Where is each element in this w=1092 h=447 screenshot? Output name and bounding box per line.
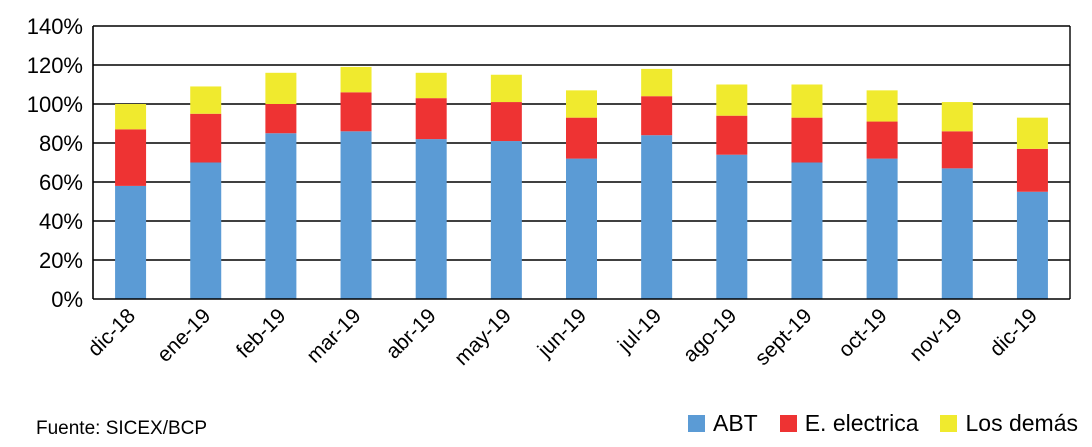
axes <box>92 26 1071 300</box>
bar-segment-los-dem-s <box>716 84 748 116</box>
legend-item-e-electrica: E. electrica <box>779 410 919 437</box>
bar-segment-los-dem-s <box>490 74 522 103</box>
bar-segment-abt <box>415 139 447 299</box>
y-tick-label: 60% <box>39 170 83 195</box>
y-axis-tick-labels: 0% 20% 40% 60% 80% 100% 120% 140% <box>27 14 83 312</box>
bar-segment-e-electrica <box>115 129 147 186</box>
bar-segment-los-dem-s <box>641 68 673 97</box>
bar-segment-abt <box>340 131 372 299</box>
bar-segment-abt <box>866 158 898 299</box>
x-tick-label: dic-19 <box>985 304 1042 361</box>
bar-segment-los-dem-s <box>1016 117 1048 149</box>
x-tick-label: sept-19 <box>751 304 817 370</box>
bar-segment-los-dem-s <box>340 66 372 93</box>
bar-segment-los-dem-s <box>415 72 447 99</box>
legend-item-abt: ABT <box>687 410 758 437</box>
bar-segment-e-electrica <box>791 117 823 163</box>
x-tick-label: jun-19 <box>533 304 591 362</box>
bar-segment-abt <box>190 162 222 299</box>
bar-segment-los-dem-s <box>190 86 222 114</box>
bar-segment-los-dem-s <box>265 72 297 104</box>
bar-segment-abt <box>490 141 522 299</box>
bar-segment-los-dem-s <box>941 102 973 132</box>
source-note: Fuente: SICEX/BCP <box>36 418 208 439</box>
bar-segment-abt <box>716 154 748 299</box>
bar-segment-abt <box>941 168 973 299</box>
legend-label-e-electrica: E. electrica <box>804 410 919 436</box>
x-tick-label: ago-19 <box>679 304 742 367</box>
x-tick-label: mar-19 <box>302 304 365 367</box>
legend-label-abt: ABT <box>712 410 758 436</box>
bar-segment-e-electrica <box>716 115 748 155</box>
bar-segment-los-dem-s <box>866 90 898 122</box>
x-tick-label: jul-19 <box>613 304 666 357</box>
x-tick-label: feb-19 <box>232 304 290 362</box>
bar-segment-e-electrica <box>1016 148 1048 192</box>
y-tick-label: 140% <box>27 14 83 39</box>
bar-segment-los-dem-s <box>115 104 147 130</box>
bars <box>115 66 1048 299</box>
y-tick-label: 40% <box>39 209 83 234</box>
bar-segment-e-electrica <box>340 92 372 132</box>
bar-segment-abt <box>1016 191 1048 299</box>
y-tick-label: 0% <box>51 287 83 312</box>
bar-segment-abt <box>566 158 597 299</box>
bar-segment-abt <box>791 162 823 299</box>
bar-segment-e-electrica <box>566 117 597 159</box>
y-tick-label: 120% <box>27 53 83 78</box>
x-tick-label: ene-19 <box>153 304 216 367</box>
bar-segment-los-dem-s <box>791 84 823 118</box>
bar-segment-abt <box>115 185 147 299</box>
bar-segment-e-electrica <box>265 104 297 134</box>
bar-segment-los-dem-s <box>566 90 597 118</box>
x-tick-label: nov-19 <box>905 304 967 366</box>
x-tick-label: oct-19 <box>834 304 892 362</box>
x-tick-label: may-19 <box>450 304 516 370</box>
x-tick-label: abr-19 <box>382 304 441 363</box>
x-tick-label: dic-18 <box>83 304 140 361</box>
legend-swatch-abt <box>687 415 705 432</box>
bar-segment-e-electrica <box>866 121 898 159</box>
bar-segment-e-electrica <box>415 98 447 140</box>
legend-swatch-e-electrica <box>779 415 797 432</box>
legend-item-los-demas: Los demás <box>940 410 1078 437</box>
y-tick-label: 100% <box>27 92 83 117</box>
bar-segment-e-electrica <box>490 102 522 142</box>
y-tick-label: 20% <box>39 248 83 273</box>
bar-segment-abt <box>265 133 297 299</box>
y-tick-label: 80% <box>39 131 83 156</box>
bar-segment-abt <box>641 135 673 299</box>
x-axis-tick-labels: dic-18 ene-19 feb-19 mar-19 abr-19 may-19 jun-… <box>83 304 1042 370</box>
legend: ABT E. electrica Los demás <box>687 410 1078 437</box>
legend-label-los-demas: Los demás <box>965 410 1078 436</box>
legend-swatch-los-demas <box>940 415 958 432</box>
bar-segment-e-electrica <box>190 113 222 163</box>
bar-segment-e-electrica <box>941 131 973 169</box>
bar-segment-e-electrica <box>641 96 673 136</box>
